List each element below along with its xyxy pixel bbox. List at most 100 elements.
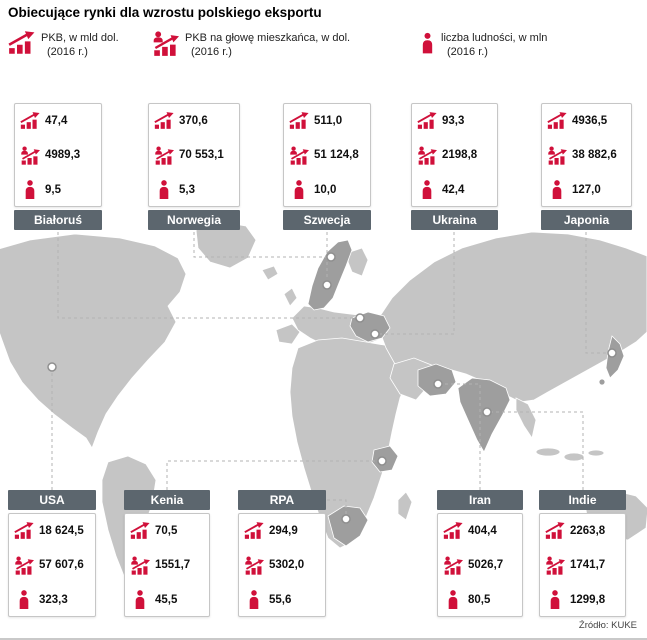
gdp-chart-icon xyxy=(14,521,34,540)
population-icon xyxy=(244,590,264,609)
legend-label: PKB na głowę mieszkańca, w dol. xyxy=(185,32,351,44)
gdp-per-capita-icon xyxy=(14,556,34,575)
gdp-per-capita-icon xyxy=(130,556,150,575)
stat-gdp-per-capita: 1551,7 xyxy=(130,556,204,575)
stats-box: 404,4 5026,7 80,5 xyxy=(437,513,523,617)
gdp-per-capita-icon xyxy=(154,146,174,165)
population-value: 80,5 xyxy=(468,593,491,606)
legend-label: liczba ludności, w mln xyxy=(441,32,548,44)
gdp-per-capita-icon xyxy=(545,556,565,575)
country-card-szwecja: 511,0 51 124,8 10,0 Szwecja xyxy=(283,103,371,230)
country-name-label: USA xyxy=(8,490,96,510)
population-value: 9,5 xyxy=(45,183,61,196)
connector-indie xyxy=(492,411,584,490)
gdp-per-capita-value: 38 882,6 xyxy=(572,149,617,161)
stat-gdp: 2263,8 xyxy=(545,521,620,540)
marker-kenia xyxy=(377,456,387,466)
gdp-per-capita-value: 5302,0 xyxy=(269,559,305,571)
legend-year: (2016 r.) xyxy=(447,46,488,58)
gdp-value: 47,4 xyxy=(45,114,68,127)
stat-gdp-per-capita: 5302,0 xyxy=(244,556,320,575)
gdp-per-capita-icon xyxy=(20,146,40,165)
country-card-kenia: Kenia 70,5 1551,7 45,5 xyxy=(124,490,210,617)
gdp-value: 70,5 xyxy=(155,524,178,537)
indonesia xyxy=(563,452,585,462)
country-name-label: Kenia xyxy=(124,490,210,510)
stat-gdp: 70,5 xyxy=(130,521,204,540)
legend-label: PKB, w mld dol. xyxy=(41,32,119,44)
connector-bialorus xyxy=(57,232,355,319)
continents xyxy=(0,221,647,578)
stat-gdp: 404,4 xyxy=(443,521,517,540)
country-name-label: Norwegia xyxy=(148,210,240,230)
stat-gdp: 511,0 xyxy=(289,111,365,130)
gdp-chart-icon xyxy=(130,521,150,540)
population-icon xyxy=(130,590,150,609)
stat-gdp-per-capita: 5026,7 xyxy=(443,556,517,575)
gdp-per-capita-value: 70 553,1 xyxy=(179,149,224,161)
country-card-iran: Iran 404,4 5026,7 80,5 xyxy=(437,490,523,617)
japan-highlight xyxy=(598,378,606,386)
stats-box: 2263,8 1741,7 1299,8 xyxy=(539,513,626,617)
stat-gdp-per-capita: 38 882,6 xyxy=(547,146,626,165)
population-value: 1299,8 xyxy=(570,593,606,606)
country-card-japonia: 4936,5 38 882,6 127,0 Japonia xyxy=(541,103,632,230)
stat-gdp: 93,3 xyxy=(417,111,492,130)
country-card-bialorus: 47,4 4989,3 9,5 Białoruś xyxy=(14,103,102,230)
stats-box: 370,6 70 553,1 5,3 xyxy=(148,103,240,207)
marker-usa xyxy=(47,362,57,372)
stats-box: 70,5 1551,7 45,5 xyxy=(124,513,210,617)
gdp-per-capita-value: 57 607,6 xyxy=(39,559,84,571)
population-icon xyxy=(547,180,567,199)
stats-box: 4936,5 38 882,6 127,0 xyxy=(541,103,632,207)
country-card-indie: Indie 2263,8 1741,7 1299,8 xyxy=(539,490,626,617)
marker-indie xyxy=(482,407,492,417)
population-value: 55,6 xyxy=(269,593,292,606)
connector-rpa xyxy=(327,499,347,514)
marker-ukraina xyxy=(370,329,380,339)
stat-population: 80,5 xyxy=(443,590,517,609)
scandinavia-highlight xyxy=(307,239,353,311)
stat-population: 42,4 xyxy=(417,180,492,199)
marker-japonia xyxy=(607,348,617,358)
population-icon xyxy=(417,180,437,199)
finland xyxy=(347,247,369,277)
stat-population: 55,6 xyxy=(244,590,320,609)
gdp-per-capita-value: 51 124,8 xyxy=(314,149,359,161)
stat-population: 5,3 xyxy=(154,180,234,199)
country-name-label: Ukraina xyxy=(411,210,498,230)
stats-box: 294,9 5302,0 55,6 xyxy=(238,513,326,617)
iberia xyxy=(275,323,301,345)
gdp-per-capita-icon xyxy=(547,146,567,165)
gdp-chart-icon xyxy=(547,111,567,130)
gdp-value: 370,6 xyxy=(179,114,208,127)
connector-norwegia xyxy=(193,232,326,258)
gdp-per-capita-value: 2198,8 xyxy=(442,149,478,161)
country-name-label: Japonia xyxy=(541,210,632,230)
marker-szwecja xyxy=(322,280,332,290)
population-value: 10,0 xyxy=(314,183,337,196)
population-icon xyxy=(289,180,309,199)
gdp-value: 2263,8 xyxy=(570,524,606,537)
se-asia xyxy=(515,397,537,440)
gdp-value: 511,0 xyxy=(314,114,343,127)
stats-box: 18 624,5 57 607,6 323,3 xyxy=(8,513,96,617)
source-note: Źródło: KUKE xyxy=(578,620,637,631)
stats-box: 511,0 51 124,8 10,0 xyxy=(283,103,371,207)
country-name-label: Indie xyxy=(539,490,626,510)
stat-gdp: 18 624,5 xyxy=(14,521,90,540)
population-value: 5,3 xyxy=(179,183,195,196)
population-icon xyxy=(20,180,40,199)
gdp-value: 294,9 xyxy=(269,524,298,537)
gdp-chart-icon xyxy=(545,521,565,540)
connector-lines xyxy=(51,232,607,514)
stat-population: 45,5 xyxy=(130,590,204,609)
south-africa-highlight xyxy=(327,505,369,547)
population-value: 127,0 xyxy=(572,183,601,196)
gdp-value: 4936,5 xyxy=(572,114,608,127)
stat-gdp-per-capita: 51 124,8 xyxy=(289,146,365,165)
population-value: 45,5 xyxy=(155,593,178,606)
stat-gdp: 294,9 xyxy=(244,521,320,540)
iceland xyxy=(261,265,279,281)
